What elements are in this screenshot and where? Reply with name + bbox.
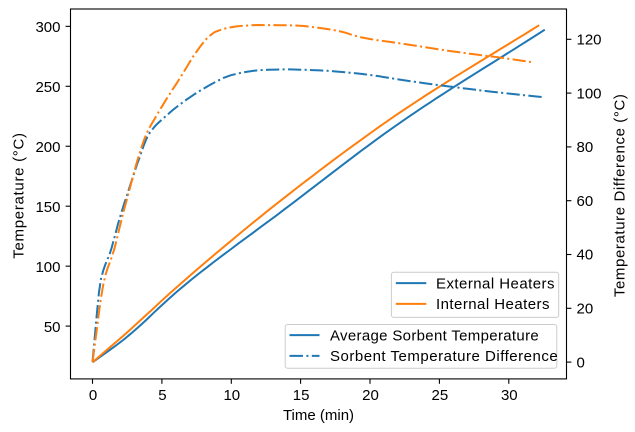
svg-text:15: 15 <box>293 387 310 404</box>
svg-text:250: 250 <box>35 79 60 96</box>
svg-text:25: 25 <box>432 387 449 404</box>
svg-text:External Heaters: External Heaters <box>436 275 555 292</box>
svg-text:5: 5 <box>158 387 166 404</box>
svg-text:200: 200 <box>35 139 60 156</box>
svg-text:40: 40 <box>577 247 594 264</box>
svg-text:80: 80 <box>577 139 594 156</box>
svg-text:120: 120 <box>577 32 602 49</box>
svg-text:20: 20 <box>362 387 379 404</box>
svg-text:Time (min): Time (min) <box>283 407 354 424</box>
svg-text:Temperature (°C): Temperature (°C) <box>10 132 27 258</box>
svg-text:30: 30 <box>501 387 518 404</box>
svg-text:0: 0 <box>89 387 97 404</box>
svg-text:Internal Heaters: Internal Heaters <box>436 296 550 313</box>
svg-text:60: 60 <box>577 193 594 210</box>
svg-text:Average Sorbent Temperature: Average Sorbent Temperature <box>330 327 539 344</box>
svg-text:50: 50 <box>44 319 61 336</box>
svg-text:10: 10 <box>223 387 240 404</box>
svg-text:Temperature Difference (°C): Temperature Difference (°C) <box>612 93 629 297</box>
svg-text:100: 100 <box>35 259 60 276</box>
svg-text:300: 300 <box>35 19 60 36</box>
svg-text:100: 100 <box>577 85 602 102</box>
svg-text:150: 150 <box>35 199 60 216</box>
svg-text:20: 20 <box>577 301 594 318</box>
svg-text:Sorbent Temperature Difference: Sorbent Temperature Difference <box>330 348 558 365</box>
svg-text:0: 0 <box>577 354 585 371</box>
